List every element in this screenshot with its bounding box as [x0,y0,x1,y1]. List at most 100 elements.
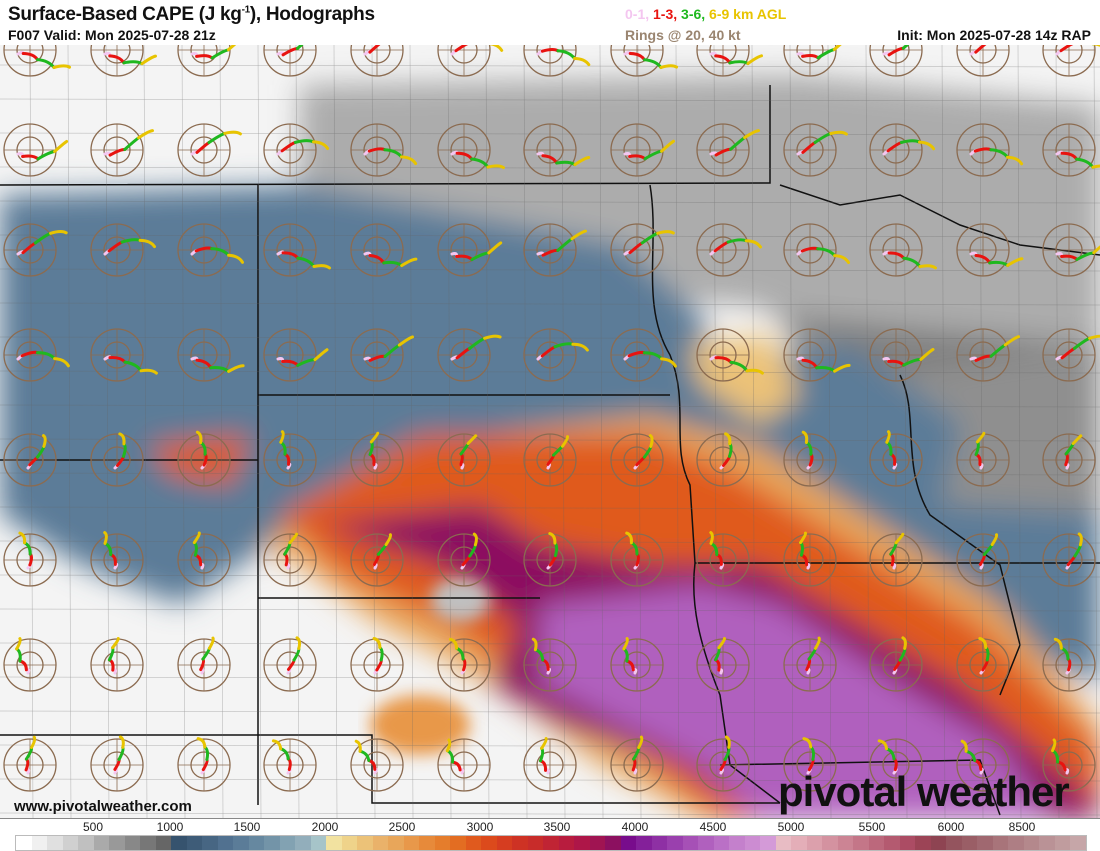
colorbar-swatch [186,836,202,850]
hodograph [177,430,231,487]
hodograph [263,532,317,587]
hodograph [696,531,750,587]
colorbar-swatch [124,836,140,850]
hodograph [956,123,1024,177]
colorbar-swatch [295,836,311,850]
layer-legend-item: 6-9 km AGL [709,6,787,22]
colorbar-labels: 500 1000 1500 2000 2500 3000 3500 4000 4500 5000 5… [0,820,1100,834]
colorbar-swatch [217,836,233,850]
hodograph [3,637,57,692]
hodograph [90,531,144,587]
colorbar-label: 1500 [233,820,261,834]
init-time: Init: Mon 2025-07-28 14z RAP [897,27,1091,43]
rings-note: Rings @ 20, 40 kt [625,27,741,43]
hodograph [1042,328,1100,382]
hodograph [263,636,317,692]
site-url[interactable]: www.pivotalweather.com [14,798,192,815]
hodograph [437,433,491,487]
colorbar-swatch [1023,836,1039,850]
hodograph [350,328,414,382]
colorbar-swatch [93,836,109,850]
colorbar-swatches [15,835,1087,851]
hodograph [523,223,587,277]
pivotal-weather-logo: pivotal weather [778,768,1070,815]
hodograph [956,45,1010,77]
colorbar-swatch [1039,836,1055,850]
hodograph [350,533,404,587]
hodograph [437,223,503,277]
hodograph [177,328,245,382]
hodograph [1042,637,1096,692]
colorbar-swatch [16,836,32,850]
hodograph [696,735,750,792]
colorbar-swatch [310,836,326,850]
hodograph [956,533,1010,587]
hodograph [177,737,231,792]
colorbar-swatch [977,836,993,850]
colorbar-swatch [822,836,838,850]
hodograph [783,636,837,692]
hodograph [869,45,923,77]
hodograph [956,431,1010,487]
hodograph [869,636,923,692]
colorbar-swatch [992,836,1008,850]
colorbar-swatch [171,836,187,850]
valid-time: F007 Valid: Mon 2025-07-28 21z [8,27,216,43]
hodograph [350,223,418,277]
colorbar-label: 3500 [543,820,571,834]
hodograph [350,45,404,77]
colorbar-swatch [589,836,605,850]
colorbar-swatch [961,836,977,850]
hodograph [523,737,577,792]
colorbar-label: 4500 [699,820,727,834]
colorbar-swatch [388,836,404,850]
hodograph [3,45,71,77]
hodograph [350,637,404,692]
hodograph [1042,45,1100,77]
hodograph [523,532,577,587]
colorbar-label: 4000 [621,820,649,834]
colorbar-swatch [496,836,512,850]
colorbar-label: 6000 [937,820,965,834]
hodograph [610,223,675,277]
layer-legend-item: 3-6, [681,6,710,22]
colorbar-swatch [744,836,760,850]
map-title: Surface-Based CAPE (J kg-1), Hodographs [8,4,375,25]
colorbar-swatch [512,836,528,850]
colorbar-swatch [248,836,264,850]
hodograph [783,531,837,587]
colorbar-swatch [403,836,419,850]
colorbar-swatch [341,836,357,850]
hodograph [869,430,923,487]
colorbar-label: 1000 [156,820,184,834]
colorbar-swatch [558,836,574,850]
hodograph [350,431,404,487]
hodograph [783,223,850,277]
hodograph [263,430,317,487]
hodograph [437,637,491,692]
colorbar-swatch [140,836,156,850]
hodograph [3,531,57,587]
hodograph [3,735,57,792]
hodograph [437,328,502,382]
hodograph [869,123,936,177]
hodograph [869,738,923,792]
hodograph [869,223,937,277]
colorbar-swatch [760,836,776,850]
hodograph [90,735,144,792]
hodograph [350,123,418,177]
colorbar-swatch [543,836,559,850]
hodograph [1042,123,1100,177]
hodograph [3,433,57,487]
hodograph [1042,433,1096,487]
hodograph [1042,532,1096,587]
colorbar-swatch [326,836,342,850]
hodograph [696,123,760,177]
hodograph [263,123,330,177]
hodograph [610,735,664,792]
colorbar-swatch [620,836,636,850]
hodograph [783,123,848,177]
colorbar-swatch [636,836,652,850]
colorbar-swatch [667,836,683,850]
colorbar-swatch [419,836,435,850]
